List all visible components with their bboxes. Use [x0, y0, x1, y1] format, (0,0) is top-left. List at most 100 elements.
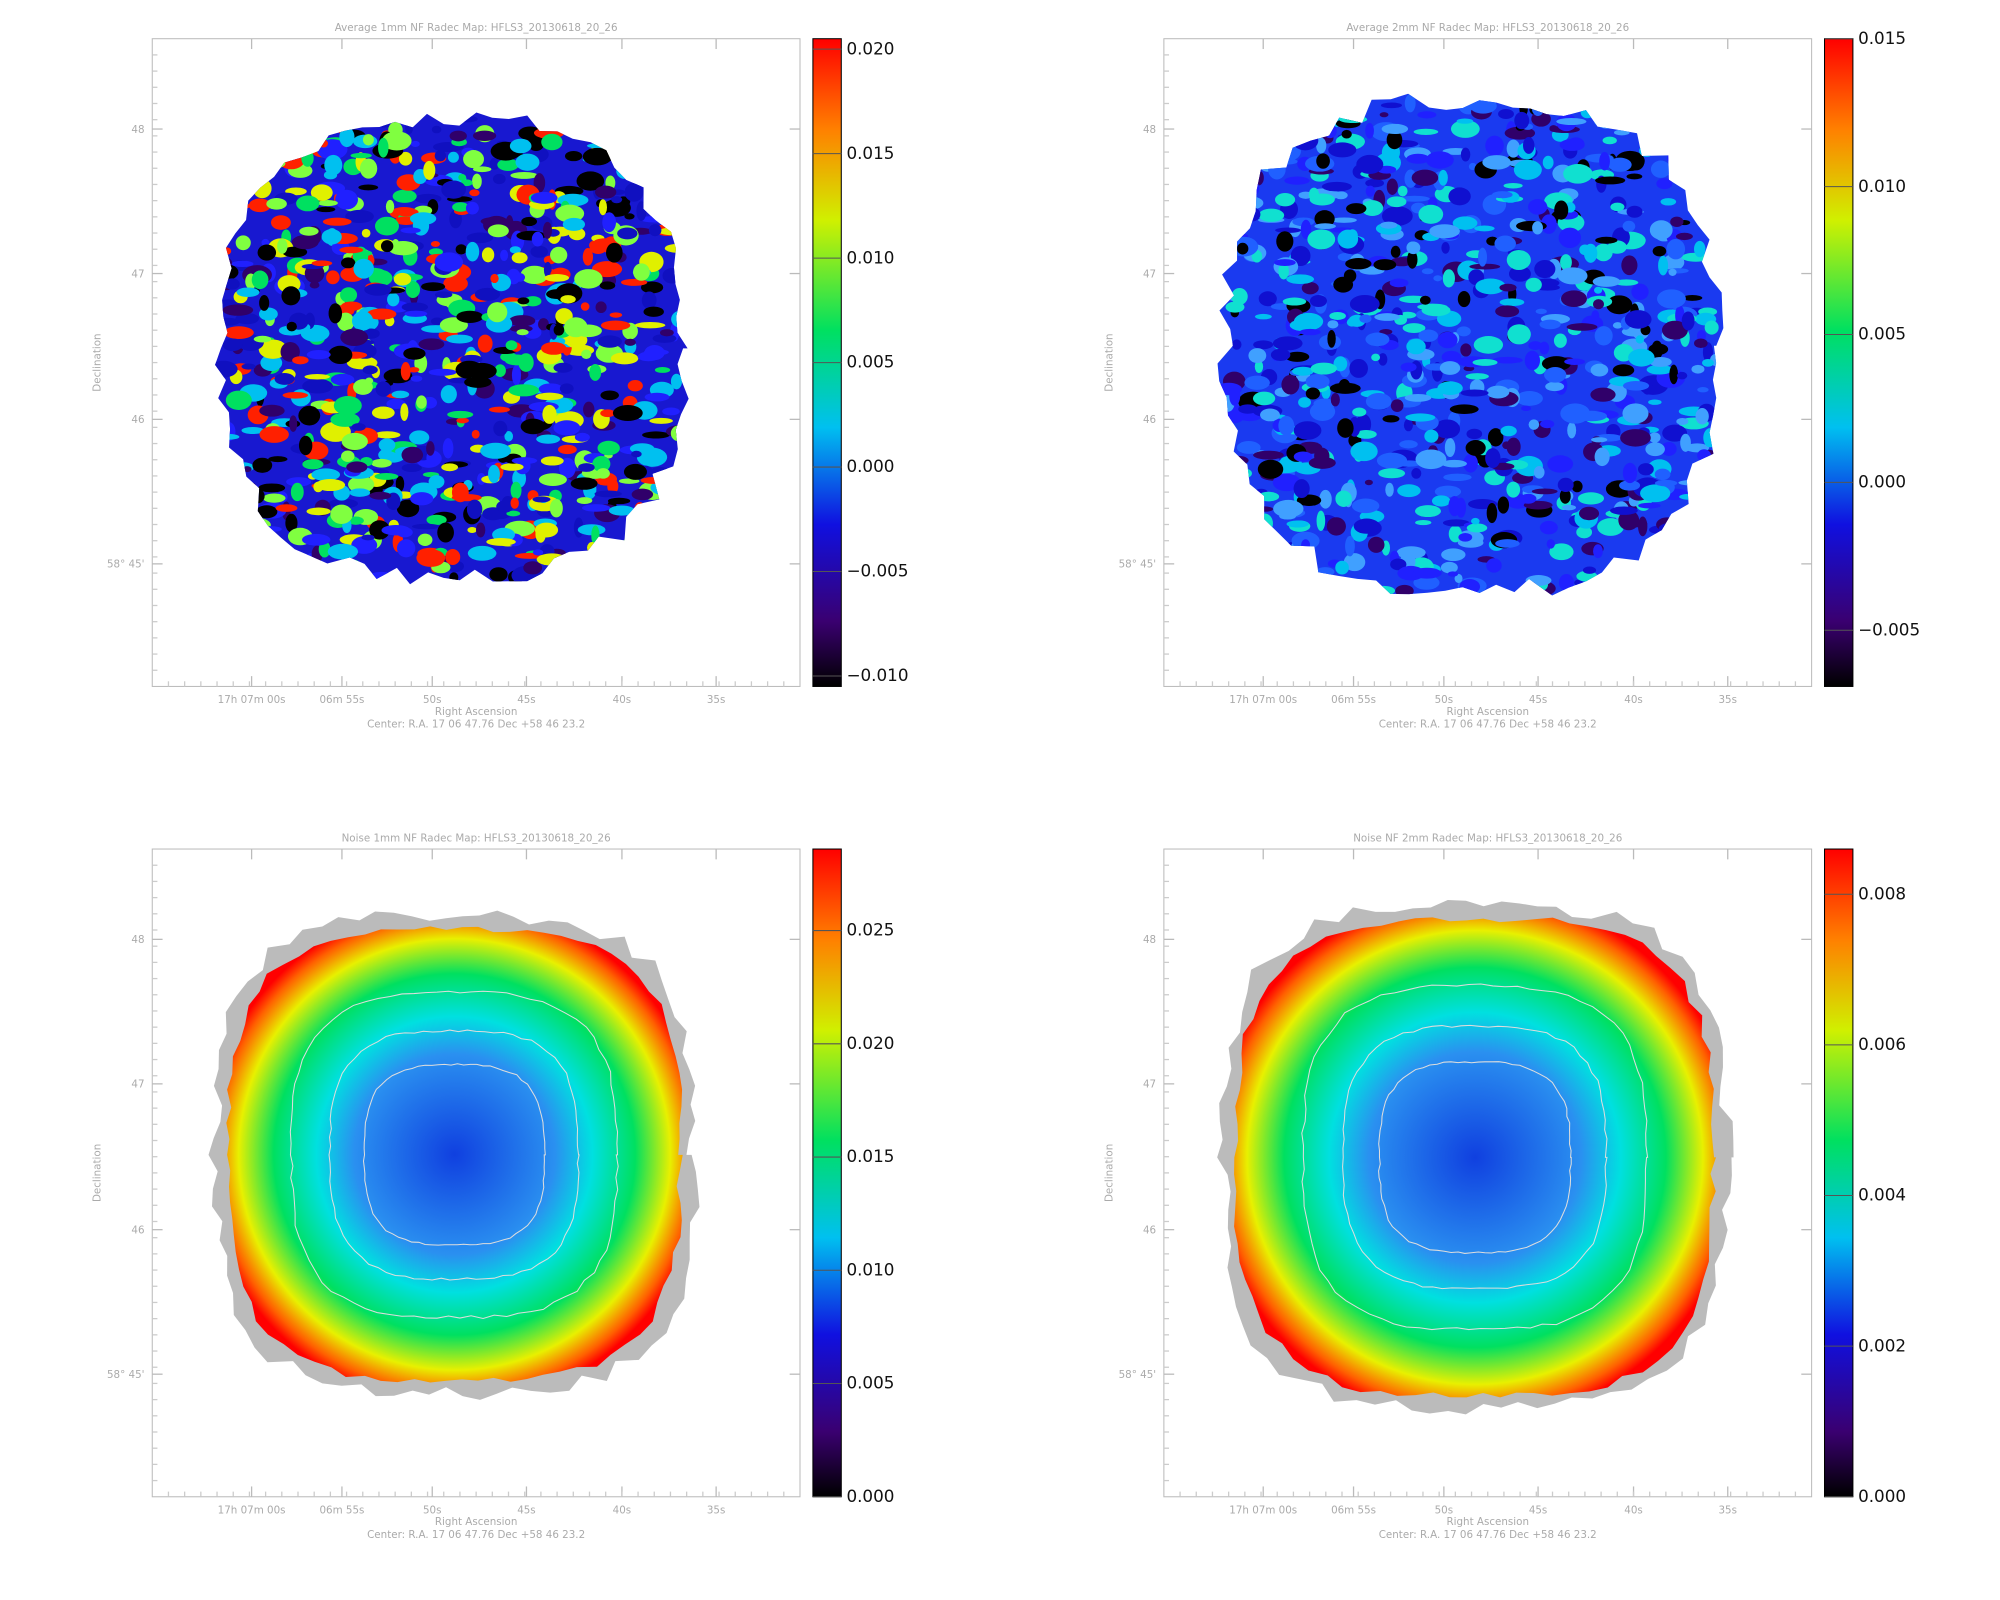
map-speck: [428, 475, 445, 489]
map-speck: [1236, 242, 1249, 255]
map-speck: [1355, 430, 1377, 439]
map-speck: [362, 134, 374, 146]
colorbar-tick-label: 0.008: [1858, 883, 1906, 903]
map-speck: [1402, 323, 1426, 333]
map-speck: [1346, 203, 1367, 215]
map-speck: [1447, 571, 1459, 577]
map-speck: [1704, 320, 1719, 335]
panel: Noise NF 2mm Radec Map: HFLS3_20130618_2…: [1103, 832, 1906, 1541]
map-speck: [1628, 153, 1645, 171]
x-tick-label: 45s: [517, 694, 535, 706]
map-speck: [1319, 489, 1332, 509]
map-speck: [458, 173, 467, 181]
map-speck: [1654, 468, 1671, 481]
map-speck: [1282, 297, 1307, 306]
map-speck: [1419, 295, 1431, 305]
y-tick-label: 46: [131, 1225, 144, 1237]
map-speck: [1485, 135, 1504, 157]
map-speck: [1258, 291, 1277, 307]
map-speck: [1406, 338, 1426, 355]
map-speck: [553, 324, 565, 336]
x-tick-label: 45s: [517, 1505, 535, 1517]
map-speck: [1350, 441, 1378, 462]
map-speck: [1491, 191, 1513, 199]
map-speck: [559, 457, 576, 479]
map-speck: [378, 438, 396, 452]
map-speck: [1661, 320, 1688, 340]
map-speck: [1272, 336, 1303, 351]
map-speck: [1399, 195, 1430, 202]
colorbar-tick-label: 0.015: [846, 1146, 894, 1166]
map-speck: [1275, 193, 1296, 207]
map-speck: [1474, 225, 1495, 232]
map-speck: [1499, 298, 1525, 307]
map-speck: [1592, 276, 1621, 287]
map-speck: [1456, 326, 1471, 337]
map-speck: [1293, 421, 1322, 440]
map-speck: [505, 340, 518, 351]
map-speck: [443, 275, 468, 292]
map-speck: [510, 481, 522, 500]
map-speck: [520, 265, 549, 285]
map-speck: [1305, 387, 1321, 400]
map-speck: [223, 326, 254, 339]
map-speck: [1450, 120, 1480, 138]
contour: [289, 990, 619, 1319]
map-speck: [1533, 465, 1545, 479]
map-speck: [1593, 299, 1604, 310]
map-speck: [1504, 126, 1536, 140]
map-speck: [258, 339, 288, 359]
colorbar-tick-label: 0.004: [1858, 1185, 1906, 1205]
map-speck: [351, 311, 374, 331]
map-speck: [1622, 381, 1650, 391]
map-speck: [511, 252, 528, 264]
map-speck: [1528, 341, 1543, 350]
map-speck: [321, 229, 342, 245]
map-speck: [1310, 362, 1337, 375]
map-speck: [1376, 452, 1408, 469]
map-speck: [1506, 249, 1531, 270]
map-speck: [333, 395, 362, 416]
map-speck: [1508, 266, 1531, 282]
map-speck: [1675, 232, 1693, 241]
y-tick-label: 48: [131, 124, 144, 136]
map-speck: [1545, 381, 1565, 392]
map-speck: [396, 499, 420, 518]
map-speck: [387, 241, 419, 256]
map-speck: [600, 409, 616, 418]
x-tick-label: 40s: [1624, 1505, 1643, 1517]
map-speck: [466, 362, 497, 380]
map-speck: [652, 334, 677, 343]
map-speck: [391, 390, 410, 399]
map-speck: [1540, 419, 1555, 429]
map-speck: [328, 303, 343, 324]
x-tick-label: 06m 55s: [1331, 694, 1376, 706]
map-speck: [1351, 498, 1380, 514]
y-tick-label: 58° 45': [1119, 559, 1157, 571]
map-speck: [1591, 437, 1608, 443]
map-speck: [496, 500, 513, 513]
map-speck: [1590, 387, 1616, 402]
map-speck: [1626, 205, 1643, 218]
map-speck: [428, 368, 457, 376]
map-speck: [1544, 367, 1567, 383]
map-speck: [380, 240, 394, 253]
map-speck: [302, 378, 333, 394]
map-speck: [393, 272, 412, 286]
map-speck: [447, 151, 459, 163]
map-speck: [1486, 385, 1510, 399]
map-speck: [1330, 393, 1340, 407]
y-tick-label: 47: [1143, 268, 1156, 280]
x-tick-label: 17h 07m 00s: [1229, 1505, 1297, 1517]
map-speck: [1460, 389, 1489, 397]
map-speck: [467, 545, 497, 561]
map-speck: [285, 513, 298, 533]
map-speck: [1437, 381, 1463, 396]
y-axis-label: Declination: [92, 1144, 104, 1202]
x-tick-label: 45s: [1529, 694, 1548, 706]
map-speck: [1281, 374, 1300, 395]
map-speck: [1316, 137, 1327, 154]
map-speck: [455, 244, 467, 255]
map-speck: [1337, 229, 1359, 249]
map-speck: [557, 444, 577, 455]
